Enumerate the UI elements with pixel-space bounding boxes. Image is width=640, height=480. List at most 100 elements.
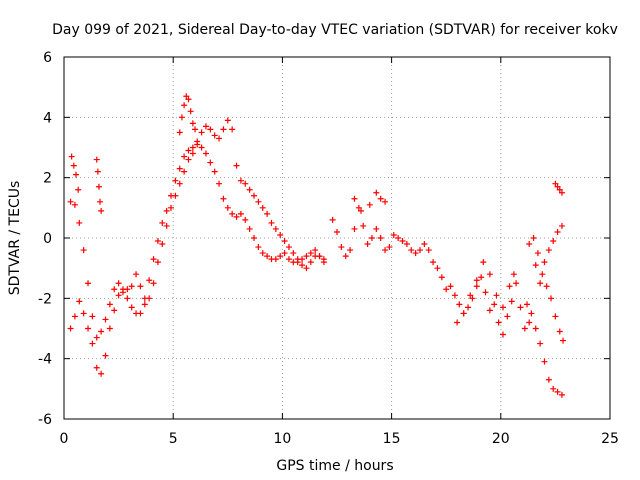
data-point: [532, 262, 539, 269]
data-point: [355, 204, 362, 211]
data-point: [80, 310, 87, 317]
data-point: [473, 277, 480, 284]
data-point: [499, 304, 506, 311]
series-trace-b: [67, 117, 327, 377]
plot-frame: [63, 56, 611, 420]
data-point: [338, 244, 345, 251]
data-point: [403, 241, 410, 248]
chart-title: Day 099 of 2021, Sidereal Day-to-day VTE…: [52, 22, 618, 38]
y-tick-label: -6: [38, 412, 52, 428]
data-point: [255, 198, 262, 205]
data-point: [89, 313, 96, 320]
data-point: [220, 195, 227, 202]
data-point: [545, 376, 552, 383]
data-point: [75, 186, 82, 193]
data-point: [106, 301, 113, 308]
data-point: [364, 241, 371, 248]
data-point: [76, 219, 83, 226]
x-tick-label: 10: [273, 431, 291, 447]
data-point: [150, 280, 157, 287]
data-point: [377, 235, 384, 241]
data-point: [558, 222, 565, 229]
data-point: [478, 274, 485, 281]
data-point: [106, 325, 113, 332]
data-point: [469, 295, 476, 302]
data-point: [526, 319, 533, 326]
data-point: [176, 180, 183, 187]
data-point: [524, 301, 531, 308]
y-tick-label: -2: [38, 291, 52, 307]
data-point: [181, 102, 188, 109]
data-point: [521, 325, 528, 332]
data-point: [556, 328, 563, 335]
data-point: [115, 280, 122, 287]
data-point: [163, 207, 170, 214]
data-point: [347, 247, 354, 254]
data-point: [277, 253, 284, 260]
data-point: [285, 256, 292, 263]
data-point: [421, 241, 428, 248]
data-point: [272, 256, 279, 263]
data-point: [242, 180, 249, 187]
data-point: [137, 310, 144, 317]
data-point: [366, 201, 373, 208]
data-point: [506, 283, 513, 290]
data-point: [554, 388, 561, 395]
data-point: [224, 204, 231, 211]
data-point: [111, 286, 118, 293]
data-point: [552, 313, 559, 320]
series-trace-c: [176, 93, 199, 136]
data-point: [537, 340, 544, 347]
data-point: [493, 292, 500, 299]
data-point: [425, 247, 432, 254]
data-point: [264, 253, 271, 260]
data-point: [541, 259, 548, 266]
data-point: [299, 262, 306, 269]
data-point: [255, 244, 262, 251]
data-point: [486, 271, 493, 278]
data-point: [316, 253, 323, 260]
data-point: [98, 207, 105, 214]
data-point: [434, 265, 441, 272]
data-point: [246, 225, 253, 232]
series-trace-d: [68, 153, 105, 214]
data-point: [216, 180, 223, 187]
data-point: [303, 265, 310, 272]
data-point: [513, 280, 520, 287]
data-point: [98, 328, 105, 335]
data-point: [480, 259, 487, 266]
data-point: [526, 241, 533, 248]
data-point: [307, 250, 314, 257]
data-point: [181, 168, 188, 175]
y-tick-label: 6: [43, 50, 52, 66]
data-point: [194, 138, 201, 145]
data-point: [141, 301, 148, 308]
data-point: [482, 289, 489, 296]
data-point: [259, 250, 266, 257]
series-trace-k: [532, 222, 565, 287]
data-point: [552, 180, 559, 187]
data-point: [277, 231, 284, 238]
data-point: [438, 274, 445, 281]
data-point: [510, 271, 517, 278]
series-trace-l: [552, 180, 565, 196]
data-point: [534, 250, 541, 257]
data-point: [386, 244, 393, 251]
series-trace-e: [329, 204, 432, 260]
data-point: [351, 195, 358, 202]
data-point: [154, 238, 161, 245]
data-point: [281, 238, 288, 245]
data-point: [259, 204, 266, 211]
data-point: [224, 117, 231, 124]
data-point: [537, 280, 544, 287]
data-point: [290, 250, 297, 257]
data-point: [185, 156, 192, 163]
data-point: [137, 283, 144, 290]
series-trace-h: [454, 259, 517, 326]
data-point: [281, 250, 288, 257]
data-point: [187, 108, 194, 115]
data-point: [303, 253, 310, 260]
data-point: [251, 192, 258, 199]
data-point: [71, 201, 78, 208]
data-point: [97, 198, 104, 205]
